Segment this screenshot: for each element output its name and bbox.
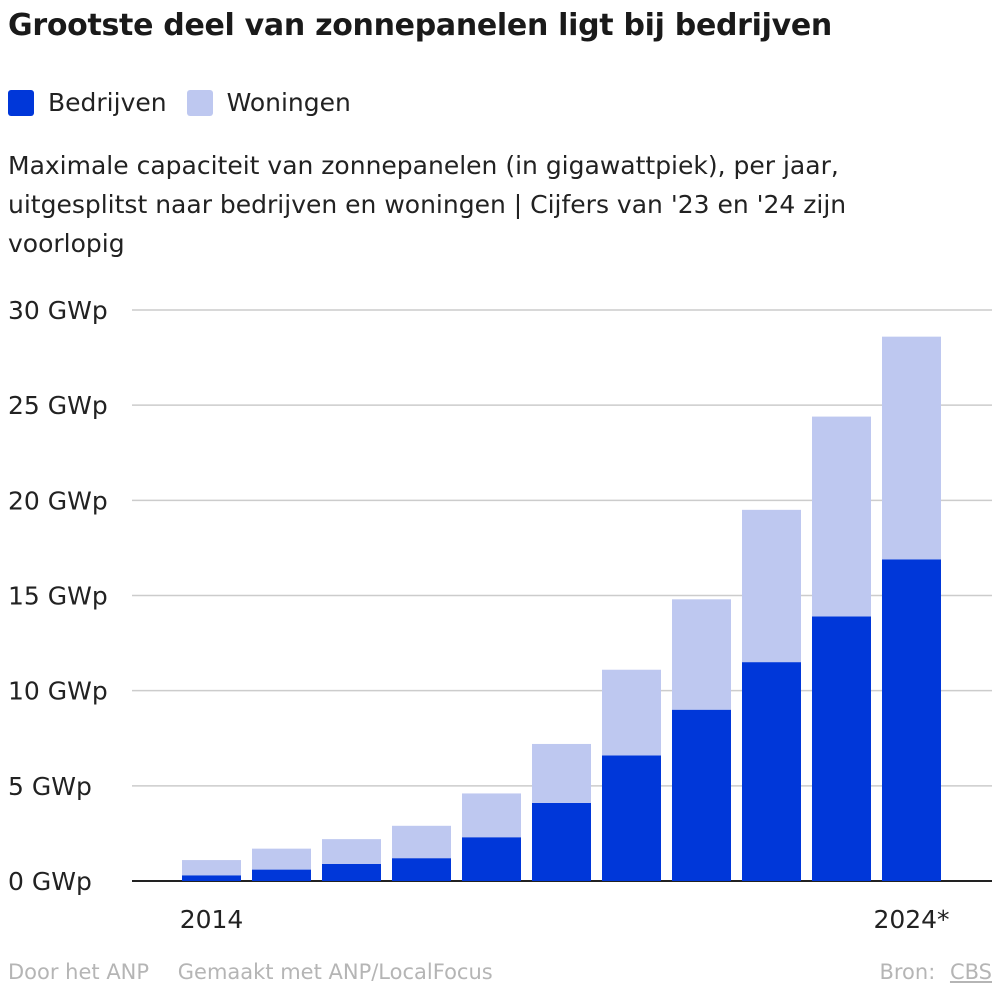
bar-woningen-2021 xyxy=(672,599,731,710)
bar-bedrijven-2014 xyxy=(182,875,241,881)
bar-bedrijven-2017 xyxy=(392,858,451,881)
y-tick-label: 5 GWp xyxy=(8,772,92,801)
bar-bedrijven-2020 xyxy=(602,755,661,881)
chart-title: Grootste deel van zonnepanelen ligt bij … xyxy=(8,8,832,43)
bar-bedrijven-2021 xyxy=(672,709,731,881)
bar-woningen-2018 xyxy=(462,793,521,838)
bar-bedrijven-2022 xyxy=(742,662,801,881)
source-link-cbs[interactable]: CBS xyxy=(949,960,992,984)
source-label: Bron: xyxy=(879,960,936,984)
bar-bedrijven-2024 xyxy=(882,559,941,881)
legend-swatch-bedrijven xyxy=(8,89,34,116)
bar-woningen-2022 xyxy=(742,509,801,663)
y-tick-label: 0 GWp xyxy=(8,867,92,896)
bar-bedrijven-2019 xyxy=(532,802,591,881)
legend: Bedrijven Woningen xyxy=(8,88,371,117)
y-tick-label: 10 GWp xyxy=(8,677,108,706)
legend-swatch-woningen xyxy=(186,89,213,116)
footer: Door het ANP Gemaakt met ANP/LocalFocus … xyxy=(8,960,992,984)
bar-woningen-2015 xyxy=(252,848,311,870)
legend-item-bedrijven[interactable]: Bedrijven xyxy=(8,88,167,117)
y-tick-label: 20 GWp xyxy=(8,486,108,515)
bar-woningen-2023 xyxy=(812,416,871,617)
y-tick-label: 30 GWp xyxy=(8,296,108,325)
bar-bedrijven-2023 xyxy=(812,616,871,881)
x-tick-label: 2014 xyxy=(180,905,244,934)
made-with-text: Gemaakt met ANP/LocalFocus xyxy=(177,960,493,984)
legend-label-bedrijven: Bedrijven xyxy=(48,88,167,117)
bar-woningen-2020 xyxy=(602,669,661,756)
bar-bedrijven-2016 xyxy=(322,863,381,881)
x-tick-label: 2024* xyxy=(873,905,949,934)
bar-woningen-2017 xyxy=(392,825,451,859)
chart-subtitle: Maximale capaciteit van zonnepanelen (in… xyxy=(8,151,847,258)
credit-text: Door het ANP xyxy=(8,960,150,984)
bar-woningen-2024 xyxy=(882,336,941,560)
bar-bedrijven-2015 xyxy=(252,869,311,881)
bar-bedrijven-2018 xyxy=(462,837,521,881)
legend-label-woningen: Woningen xyxy=(226,88,351,117)
y-tick-label: 15 GWp xyxy=(8,582,108,611)
y-tick-label: 25 GWp xyxy=(8,391,108,420)
bar-woningen-2016 xyxy=(322,839,381,864)
bar-woningen-2019 xyxy=(532,743,591,803)
legend-item-woningen[interactable]: Woningen xyxy=(186,88,351,117)
bar-woningen-2014 xyxy=(182,860,241,876)
stacked-bar-chart: 0 GWp 5 GWp 10 GWp 15 GWp 20 GWp 25 GWp 30 GWp… xyxy=(8,296,992,934)
